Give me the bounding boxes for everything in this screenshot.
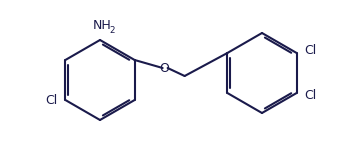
Text: NH: NH (92, 19, 111, 32)
Text: Cl: Cl (305, 45, 317, 57)
Text: O: O (160, 61, 170, 75)
Text: 2: 2 (109, 26, 115, 35)
Text: Cl: Cl (45, 93, 58, 106)
Text: Cl: Cl (305, 88, 317, 102)
